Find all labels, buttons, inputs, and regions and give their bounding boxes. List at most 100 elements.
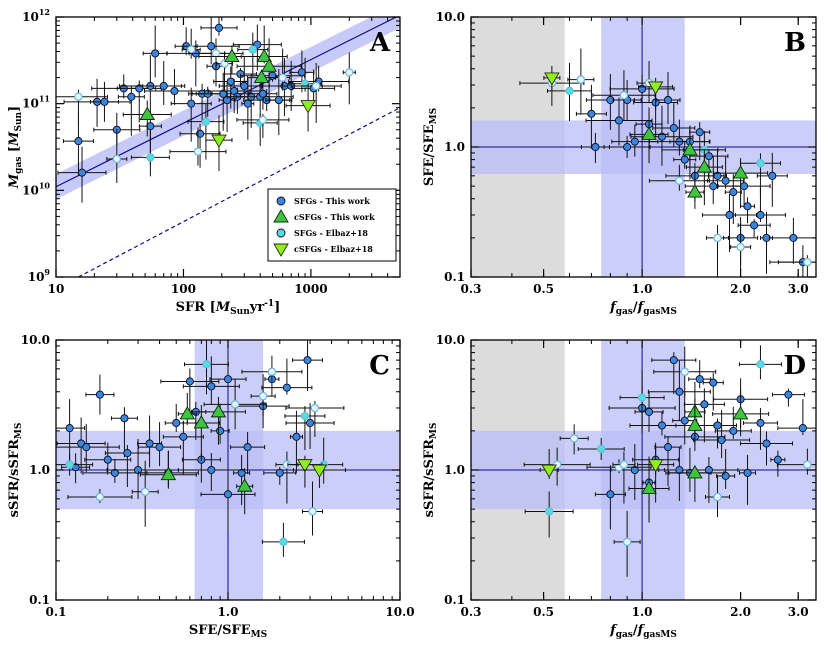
data-point — [675, 465, 684, 475]
data-point — [756, 418, 765, 428]
data-point — [630, 137, 639, 146]
data-point — [179, 406, 196, 420]
data-point — [713, 233, 722, 243]
legend-box — [267, 188, 397, 262]
x-tick-label: 1.0 — [218, 605, 239, 619]
series-sfg_elbaz — [523, 345, 816, 577]
data-point — [223, 375, 233, 384]
data-point — [725, 210, 734, 220]
plot-area — [56, 17, 400, 277]
data-point — [647, 81, 664, 95]
y-tick-label: 1011 — [22, 94, 50, 111]
data-point — [732, 165, 749, 179]
series-csfg_this — [629, 107, 769, 207]
data-point — [647, 459, 664, 473]
data-point — [240, 81, 249, 91]
data-point — [713, 171, 722, 180]
data-point — [185, 377, 194, 386]
data-point — [695, 128, 704, 137]
data-point — [310, 403, 320, 413]
data-point — [77, 168, 87, 177]
panel-label: A — [369, 28, 391, 58]
data-point — [768, 171, 777, 180]
data-point — [308, 507, 317, 516]
data-point — [743, 202, 752, 211]
data-point — [803, 460, 812, 469]
data-point — [146, 122, 155, 131]
x-tick-label: 3.0 — [788, 605, 809, 619]
data-point — [709, 378, 718, 387]
y-tick-label: 0.1 — [444, 270, 465, 284]
x-tick-label: 1000 — [294, 282, 327, 296]
data-point — [65, 424, 74, 433]
data-point — [112, 154, 122, 164]
series-csfg_elbaz — [543, 65, 674, 110]
axis-ticks: 0.1 1.0 10.0 0.1 1.0 10.0 — [21, 333, 415, 619]
data-point — [576, 75, 586, 84]
data-point — [224, 48, 240, 62]
data-point — [151, 49, 160, 58]
data-point — [74, 137, 83, 146]
data-point — [657, 132, 667, 141]
minor-ticks — [56, 17, 401, 277]
plot-frame — [55, 16, 401, 278]
y-tick-label: 10.0 — [436, 10, 465, 24]
data-point — [172, 418, 181, 428]
x-tick-label: 2.0 — [730, 605, 751, 619]
error-bar — [342, 52, 356, 105]
data-point — [193, 415, 210, 429]
data-point — [803, 257, 812, 267]
data-point — [721, 471, 730, 480]
series-sfg_this — [575, 71, 816, 277]
data-point — [258, 115, 268, 125]
data-point — [202, 360, 211, 369]
data-point — [569, 434, 579, 443]
data-point — [721, 176, 730, 185]
data-point — [275, 468, 284, 477]
panel-a: 10 100 1000 109 1010 1011 1012 A SFR [MSunyr-1] M… — [7, 7, 401, 317]
data-point — [160, 466, 177, 481]
x-tick-label: 0.5 — [533, 605, 554, 619]
data-point — [297, 68, 306, 77]
minor-ticks — [56, 340, 400, 600]
plot-area — [56, 340, 400, 600]
data-point — [139, 106, 156, 120]
data-point — [230, 400, 240, 409]
x-tick-label: 1.0 — [632, 282, 653, 296]
data-point — [680, 367, 689, 376]
data-point — [159, 81, 168, 91]
data-point — [258, 391, 268, 401]
data-point — [675, 176, 684, 185]
series-csfg_this — [628, 381, 770, 523]
data-point — [695, 375, 704, 384]
legend-marker — [276, 228, 286, 238]
y-tick-label: 10.0 — [21, 333, 50, 347]
data-point — [687, 417, 703, 431]
data-point — [207, 465, 216, 475]
data-point — [663, 95, 673, 105]
data-point — [743, 468, 752, 477]
data-point — [709, 182, 718, 191]
data-point — [587, 109, 596, 118]
error-bar — [760, 211, 774, 274]
data-point — [187, 99, 196, 108]
data-point — [696, 159, 713, 173]
data-point — [729, 188, 738, 197]
data-point — [248, 45, 258, 54]
legend-label: cSFGs - Elbaz+18 — [294, 244, 373, 254]
data-point — [267, 367, 277, 376]
data-point — [700, 400, 709, 409]
data-point — [687, 465, 703, 479]
x-axis-label: fgas/fgasMS — [609, 300, 677, 317]
ms-band — [56, 17, 400, 200]
data-point — [292, 432, 301, 441]
series-sfg_elbaz — [56, 340, 345, 557]
x-axis-label: SFE/SFEMS — [189, 623, 267, 640]
data-point — [637, 393, 647, 402]
series-csfg_this — [122, 25, 302, 137]
y-tick-label: 109 — [28, 267, 51, 284]
data-point — [713, 421, 722, 430]
data-point — [306, 418, 315, 428]
data-point — [680, 155, 689, 164]
legend-label: SFGs - This work — [294, 196, 370, 206]
